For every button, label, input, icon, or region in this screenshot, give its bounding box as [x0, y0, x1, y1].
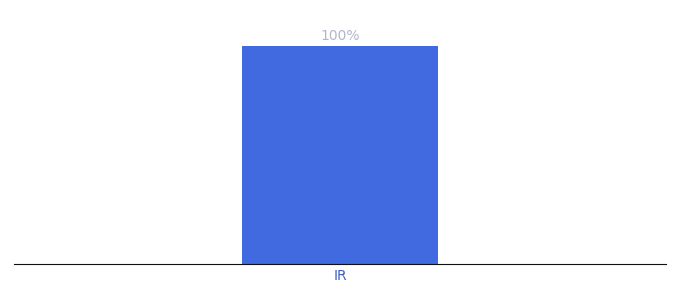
Text: 100%: 100%: [320, 28, 360, 43]
Bar: [242, 46, 438, 264]
